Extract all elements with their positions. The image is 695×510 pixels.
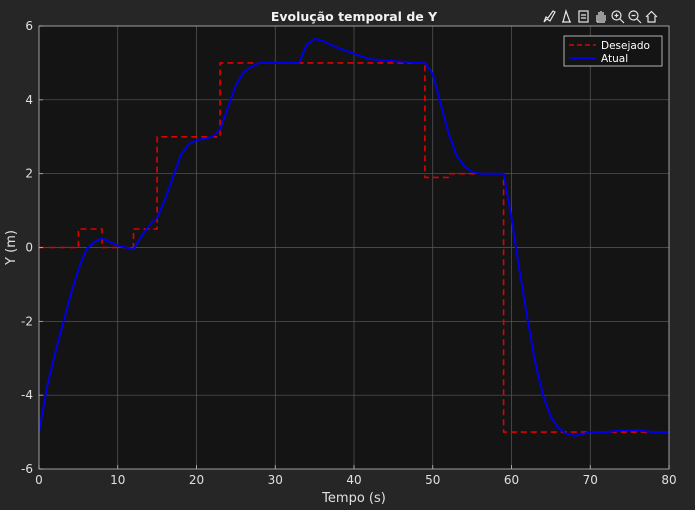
series-layer <box>38 37 669 437</box>
x-tick-label: 0 <box>35 473 43 487</box>
legend[interactable]: Desejado Atual <box>563 35 663 67</box>
y-tick-label: 0 <box>25 241 33 255</box>
series-line-atual <box>38 37 669 437</box>
x-tick-label: 40 <box>346 473 361 487</box>
legend-label-desejado: Desejado <box>601 40 650 52</box>
grid-lines <box>39 26 669 469</box>
legend-label-atual: Atual <box>601 53 628 65</box>
x-tick-label: 10 <box>110 473 125 487</box>
x-tick-label: 20 <box>189 473 204 487</box>
x-axis-label: Tempo (s) <box>321 491 386 506</box>
x-tick-label: 60 <box>504 473 519 487</box>
chart-title: Evolução temporal de Y <box>271 9 438 24</box>
y-tick-label: -2 <box>21 314 33 328</box>
y-tick-label: 4 <box>25 93 33 107</box>
brush-icon[interactable] <box>541 7 557 25</box>
zoom-out-icon[interactable] <box>626 7 642 25</box>
legend-icon[interactable] <box>575 7 591 25</box>
y-tick-label: 2 <box>25 167 33 181</box>
home-icon[interactable] <box>643 7 659 25</box>
pan-icon[interactable] <box>592 7 608 25</box>
x-tick-label: 70 <box>583 473 598 487</box>
x-tick-label: 80 <box>661 473 676 487</box>
y-axis-label: Y (m) <box>4 230 19 266</box>
y-tick-label: -6 <box>21 462 33 476</box>
x-tick-label: 30 <box>268 473 283 487</box>
legend-box <box>563 35 663 67</box>
y-tick-label: 6 <box>25 19 33 33</box>
y-tick-label: -4 <box>21 388 33 402</box>
datatip-icon[interactable] <box>558 7 574 25</box>
x-tick-label: 50 <box>425 473 440 487</box>
axes-toolbar <box>541 6 659 26</box>
tick-labels: 0 10 20 30 40 50 60 70 80 -6 -4 -2 0 2 4 6 <box>21 19 677 487</box>
zoom-in-icon[interactable] <box>609 7 625 25</box>
